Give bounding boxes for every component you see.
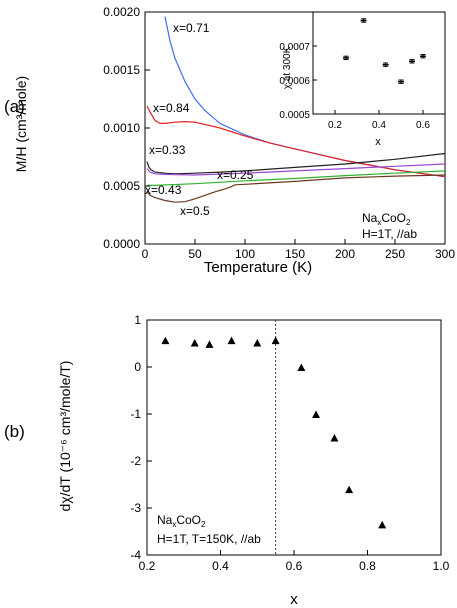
chart-b-point: [378, 520, 387, 529]
chart-a-y-tick-label: 0.0010: [103, 121, 140, 135]
chart-b-point: [253, 339, 262, 347]
chart-b-point: [312, 410, 321, 418]
chart-b-y-tick-label: 1: [134, 313, 141, 327]
chart-a-series-line: [146, 105, 446, 178]
chart-a-series-label: x=0.25: [217, 168, 254, 182]
inset-points: [343, 18, 426, 84]
chart-b-ticks: 0.2 0.4 0.6 0.8 1.0 -4 -3 -2 -1 0 1: [130, 313, 449, 573]
inset-point: [398, 79, 404, 84]
inset-x-label: x: [375, 136, 381, 148]
chart-b-x-tick-label: 1.0: [433, 559, 450, 573]
chart-b-x-label: x: [290, 591, 298, 608]
chart-b-points: [161, 336, 387, 529]
chart-b-point: [227, 336, 236, 345]
chart-b-y-tick-label: -1: [130, 407, 141, 421]
chart-b-annotation-conditions: H=1T, T=150K, //ab: [157, 532, 261, 546]
chart-a-annotation-formula: NaxCoO2: [362, 211, 411, 227]
chart-a-y-tick-label: 0.0000: [103, 237, 140, 251]
chart-a-annotation-conditions: H=1T, //ab: [362, 227, 417, 241]
chart-a-series-line: [147, 170, 446, 186]
chart-b-annotation: NaxCoO2 H=1T, T=150K, //ab: [157, 513, 261, 546]
chart-b-x-tick-label: 0.6: [286, 559, 303, 573]
chart-a-x-tick-label: 0: [142, 247, 149, 261]
chart-b-point: [297, 363, 306, 371]
chart-a-x-label: Temperature (K): [204, 259, 312, 276]
chart-a-x-tick-label: 200: [335, 247, 355, 261]
inset-x-tick-label: 0.6: [416, 120, 430, 131]
chart-a-x-tick-label: 250: [385, 247, 405, 261]
chart-a-series-label: x=0.33: [149, 143, 186, 157]
chart-a-curves: x=0.71 x=0.84 x=0.33 x=0.25 x=0.43 x=0.5: [145, 16, 446, 218]
chart-a-y-tick-label: 0.0005: [103, 179, 140, 193]
chart-a-y-label: M/H (cm³/mole): [13, 76, 29, 172]
chart-a-x-tick-label: 50: [188, 247, 202, 261]
chart-b-y-tick-label: -4: [130, 548, 141, 562]
chart-a-series-label: x=0.5: [180, 204, 210, 218]
chart-a-y-tick-label: 0.0020: [103, 5, 140, 19]
chart-a-annotation: NaxCoO2 H=1T, //ab: [362, 211, 417, 241]
chart-a-x-tick-label: 100: [235, 247, 255, 261]
chart-b-x-tick-label: 0.4: [212, 559, 229, 573]
chart-b-point: [190, 339, 199, 347]
chart-b-y-tick-label: 0: [134, 360, 141, 374]
chart-a: x=0.71 x=0.84 x=0.33 x=0.25 x=0.43 x=0.5 0 50 1…: [13, 5, 455, 276]
chart-a-series-label: x=0.71: [173, 21, 210, 35]
chart-b-y-label: dχ/dT (10⁻⁶ cm³/mole/T): [57, 361, 73, 512]
chart-a-series-line: [146, 163, 446, 176]
chart-b-x-tick-label: 0.8: [359, 559, 376, 573]
chart-a-x-tick-label: 300: [435, 247, 455, 261]
inset-y-label: χ at 300K: [282, 46, 293, 89]
chart-b-y-tick-label: -2: [130, 454, 141, 468]
inset-point: [382, 62, 389, 67]
chart-a-ticks: 0 50 100 150 200 250 300 0.0000 0.0005 0.0010 0.00…: [103, 5, 455, 261]
chart-b-point: [161, 336, 170, 345]
inset-x-tick-label: 0.2: [328, 120, 342, 131]
chart-b-point: [345, 485, 354, 494]
inset-point: [343, 55, 349, 61]
inset-x-tick-label: 0.4: [372, 120, 386, 131]
panel-label-a: (a): [4, 97, 25, 116]
chart-b-point: [271, 336, 280, 345]
chart-a-series-label: x=0.43: [145, 183, 182, 197]
chart-b-point: [205, 340, 214, 348]
inset-y-tick-label: 0.0007: [279, 42, 310, 53]
inset-frame: [312, 11, 446, 115]
inset-y-tick-label: 0.0006: [279, 76, 310, 87]
chart-b-y-tick-label: -3: [130, 501, 141, 515]
panel-label-b: (b): [4, 422, 25, 441]
chart-b: 0.2 0.4 0.6 0.8 1.0 -4 -3 -2 -1 0 1 NaxCoO2 H=1T, …: [57, 313, 450, 608]
inset-point: [420, 54, 426, 59]
chart-a-x-tick-label: 150: [285, 247, 305, 261]
chart-b-annotation-formula: NaxCoO2: [157, 513, 206, 529]
chart-a-y-tick-label: 0.0015: [103, 63, 140, 77]
inset-ticks: 0.2 0.4 0.6 0.0005 0.0006 0.0007: [279, 42, 430, 131]
chart-a-inset: 0.2 0.4 0.6 0.0005 0.0006 0.0007 x χ at 300K: [279, 11, 446, 148]
inset-point: [360, 18, 367, 23]
chart-b-point: [330, 433, 339, 442]
chart-a-series-line: [146, 174, 446, 203]
chart-a-series-line: [146, 152, 446, 175]
chart-a-series-label: x=0.84: [153, 101, 190, 115]
chart-b-x-tick-label: 0.2: [139, 559, 156, 573]
inset-y-tick-label: 0.0005: [279, 110, 310, 121]
inset-point: [409, 59, 415, 64]
